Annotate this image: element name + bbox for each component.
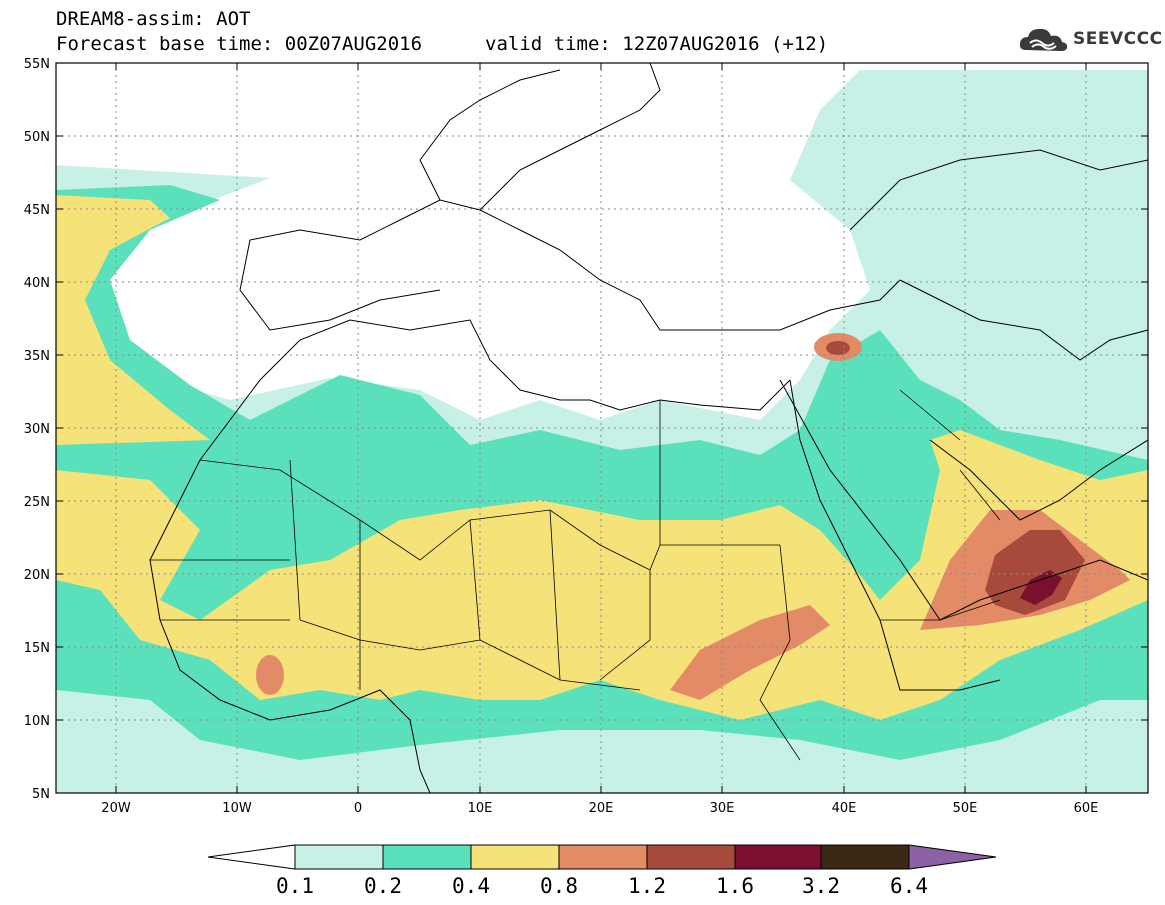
coastlines: [149, 63, 1148, 793]
grid-lines: [56, 63, 1148, 793]
logo-text: SEEVCCC: [1073, 29, 1163, 49]
latitude-labels: 55N 50N 45N 40N 35N 30N 25N 20N 15N 10N …: [24, 57, 50, 802]
aot-band-08: [670, 605, 830, 700]
lat-label: 25N: [24, 495, 50, 510]
colorbar-segment: [646, 844, 736, 870]
lon-label: 10E: [468, 801, 493, 816]
colorbar-label: 1.6: [716, 874, 754, 898]
lon-label: 50E: [953, 801, 978, 816]
colorbar-label: 0.4: [452, 874, 490, 898]
colorbar-segment: [820, 844, 910, 870]
lon-label: 20W: [101, 801, 131, 816]
lat-label: 10N: [24, 714, 50, 729]
map-title: DREAM8-assim: AOT: [56, 8, 251, 30]
lat-label: 15N: [24, 641, 50, 656]
colorbar-segment: [294, 844, 384, 870]
longitude-labels: 20W 10W 0 10E 20E 30E 40E 50E 60E: [101, 801, 1098, 816]
aot-field: [56, 63, 1148, 793]
valid-time: valid time: 12Z07AUG2016 (+12): [485, 33, 829, 55]
colorbar-segment: [382, 844, 472, 870]
lon-label: 10W: [222, 801, 252, 816]
axis-ticks: [56, 62, 1148, 794]
colorbar-low-arrow: [207, 844, 296, 870]
lon-label: 30E: [710, 801, 735, 816]
aot-band-12: [985, 530, 1085, 615]
colorbar-label: 3.2: [802, 874, 840, 898]
lat-label: 45N: [24, 203, 50, 218]
forecast-base-time: Forecast base time: 00Z07AUG2016: [56, 33, 423, 55]
colorbar-label: 0.2: [364, 874, 402, 898]
aot-band-04b: [56, 430, 1148, 720]
lat-label: 40N: [24, 276, 50, 291]
lon-label: 0: [354, 801, 362, 816]
aot-spot-08b: [256, 655, 284, 695]
colorbar-label: 0.1: [276, 874, 314, 898]
lat-label: 50N: [24, 130, 50, 145]
aot-spot-12: [826, 341, 850, 355]
colorbar: 0.1 0.2 0.4 0.8 1.2 1.6 3.2 6.4: [207, 844, 997, 898]
aot-band-16: [1020, 570, 1062, 605]
colorbar-high-arrow: [908, 844, 997, 870]
colorbar-label: 1.2: [628, 874, 666, 898]
colorbar-segment: [734, 844, 822, 870]
lat-label: 30N: [24, 422, 50, 437]
colorbar-segment: [470, 844, 560, 870]
country-borders: [150, 389, 1001, 761]
aot-band-04: [56, 195, 210, 445]
colorbar-label: 0.8: [540, 874, 578, 898]
lat-label: 55N: [24, 57, 50, 72]
lat-label: 20N: [24, 568, 50, 583]
lat-label: 35N: [24, 349, 50, 364]
lon-label: 40E: [832, 801, 857, 816]
lat-label: 5N: [32, 787, 50, 802]
lon-label: 20E: [589, 801, 614, 816]
seevccc-logo: SEEVCCC: [1018, 24, 1162, 56]
cloud-icon: [1019, 28, 1068, 51]
colorbar-label: 6.4: [890, 874, 928, 898]
lon-label: 60E: [1074, 801, 1099, 816]
colorbar-segment: [558, 844, 648, 870]
